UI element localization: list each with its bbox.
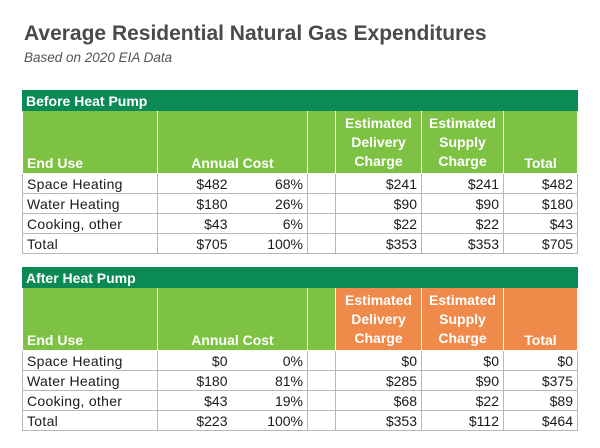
delivery-header-line: Estimated: [345, 115, 412, 131]
percent-cell: 6%: [231, 213, 308, 234]
table-row-total: Total $223 100% $353 $112 $464: [22, 410, 578, 431]
supply-charge-cell: $22: [421, 213, 504, 234]
delivery-header-line: Charge: [354, 330, 403, 346]
total-header: Total: [503, 287, 578, 351]
total-cell: $43: [502, 213, 579, 234]
page-subtitle: Based on 2020 EIA Data: [24, 50, 173, 65]
total-cell: $0: [503, 350, 578, 371]
column-header-row: End Use Annual Cost Estimated Delivery C…: [22, 110, 579, 174]
annual-cost-cell: $223: [157, 410, 232, 431]
section-header-row: Before Heat Pump: [21, 90, 579, 111]
delivery-header-line: Delivery: [351, 134, 406, 150]
delivery-charge-cell: $353: [335, 410, 422, 431]
table-row: Space Heating $0 0% $0 $0 $0: [22, 350, 578, 371]
end-use-cell: Space Heating: [22, 173, 158, 194]
before-heat-pump-table: Before Heat Pump End Use Annual Cost Est…: [21, 90, 579, 254]
delivery-charge-cell: $22: [335, 213, 422, 234]
total-cell: $89: [503, 390, 578, 411]
percent-cell: 19%: [231, 390, 308, 411]
end-use-cell: Cooking, other: [22, 213, 158, 234]
delivery-header-line: Charge: [354, 153, 403, 169]
spacer-cell: [307, 173, 336, 194]
delivery-charge-header: Estimated Delivery Charge: [335, 110, 422, 174]
table-row: Cooking, other $43 6% $22 $22 $43: [22, 213, 579, 234]
annual-cost-cell: $43: [157, 390, 232, 411]
delivery-charge-cell: $90: [335, 193, 422, 214]
section-title: Before Heat Pump: [21, 90, 579, 111]
delivery-header-line: Estimated: [345, 292, 412, 308]
end-use-header: End Use: [22, 110, 158, 174]
supply-header-line: Estimated: [429, 115, 496, 131]
total-header: Total: [502, 110, 579, 174]
end-use-cell: Total: [22, 410, 158, 431]
spacer-cell: [307, 213, 336, 234]
supply-header-line: Supply: [439, 311, 486, 327]
total-cell: $705: [502, 233, 579, 254]
total-cell: $464: [503, 410, 578, 431]
spacer-cell: [307, 193, 336, 214]
spacer-cell: [307, 350, 336, 371]
supply-charge-cell: $112: [421, 410, 504, 431]
table-row: Water Heating $180 81% $285 $90 $375: [22, 370, 578, 391]
total-cell: $180: [502, 193, 579, 214]
percent-cell: 26%: [231, 193, 308, 214]
supply-header-line: Supply: [439, 134, 486, 150]
table-row: Water Heating $180 26% $90 $90 $180: [22, 193, 579, 214]
annual-cost-header: Annual Cost: [157, 110, 308, 174]
delivery-charge-cell: $285: [335, 370, 422, 391]
end-use-cell: Total: [22, 233, 158, 254]
total-cell: $375: [503, 370, 578, 391]
after-heat-pump-table: After Heat Pump End Use Annual Cost Esti…: [22, 267, 578, 431]
table-row-total: Total $705 100% $353 $353 $705: [22, 233, 579, 254]
annual-cost-cell: $482: [157, 173, 232, 194]
delivery-charge-header: Estimated Delivery Charge: [335, 287, 422, 351]
annual-cost-cell: $705: [157, 233, 232, 254]
section-header-row: After Heat Pump: [22, 267, 578, 288]
spacer-cell: [307, 410, 336, 431]
percent-cell: 0%: [231, 350, 308, 371]
table-row: Cooking, other $43 19% $68 $22 $89: [22, 390, 578, 411]
supply-charge-header: Estimated Supply Charge: [421, 287, 504, 351]
spacer-cell: [307, 370, 336, 391]
supply-charge-header: Estimated Supply Charge: [421, 110, 504, 174]
annual-cost-cell: $43: [157, 213, 232, 234]
annual-cost-cell: $180: [157, 370, 232, 391]
delivery-charge-cell: $68: [335, 390, 422, 411]
supply-header-line: Estimated: [429, 292, 496, 308]
supply-charge-cell: $90: [421, 370, 504, 391]
percent-cell: 81%: [231, 370, 308, 391]
delivery-header-line: Delivery: [351, 311, 406, 327]
spacer-cell: [307, 390, 336, 411]
annual-cost-cell: $180: [157, 193, 232, 214]
end-use-cell: Cooking, other: [22, 390, 158, 411]
supply-header-line: Charge: [438, 330, 487, 346]
end-use-cell: Water Heating: [22, 193, 158, 214]
delivery-charge-cell: $0: [335, 350, 422, 371]
end-use-cell: Water Heating: [22, 370, 158, 391]
supply-charge-cell: $90: [421, 193, 504, 214]
percent-cell: 68%: [231, 173, 308, 194]
delivery-charge-cell: $241: [335, 173, 422, 194]
spacer-header: [307, 110, 336, 174]
column-header-row: End Use Annual Cost Estimated Delivery C…: [22, 287, 578, 351]
total-cell: $482: [502, 173, 579, 194]
percent-cell: 100%: [231, 410, 308, 431]
page-title: Average Residential Natural Gas Expendit…: [24, 22, 487, 45]
supply-charge-cell: $353: [421, 233, 504, 254]
end-use-header: End Use: [22, 287, 158, 351]
spacer-cell: [307, 233, 336, 254]
annual-cost-cell: $0: [157, 350, 232, 371]
section-title: After Heat Pump: [22, 267, 578, 288]
table-row: Space Heating $482 68% $241 $241 $482: [22, 173, 579, 194]
spacer-header: [307, 287, 336, 351]
end-use-cell: Space Heating: [22, 350, 158, 371]
supply-charge-cell: $241: [421, 173, 504, 194]
annual-cost-header: Annual Cost: [157, 287, 308, 351]
supply-header-line: Charge: [438, 153, 487, 169]
delivery-charge-cell: $353: [335, 233, 422, 254]
percent-cell: 100%: [231, 233, 308, 254]
supply-charge-cell: $22: [421, 390, 504, 411]
supply-charge-cell: $0: [421, 350, 504, 371]
